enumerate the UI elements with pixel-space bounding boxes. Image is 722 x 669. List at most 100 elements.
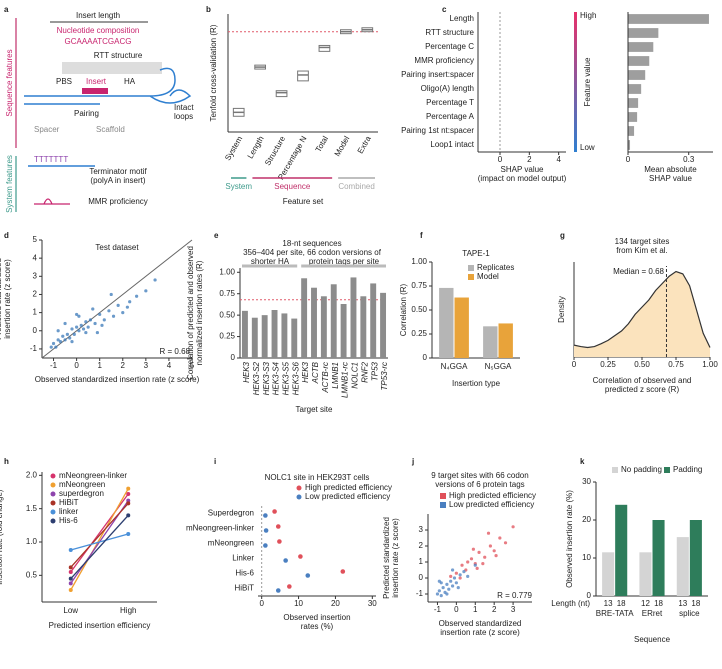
y-axis-label: Observed insertion rate (%) [565, 490, 574, 588]
point [68, 570, 73, 574]
point [452, 576, 457, 580]
x-tick-label: 4 [556, 155, 561, 164]
point [477, 550, 481, 555]
legend-swatch [296, 494, 302, 500]
bar [281, 313, 288, 358]
point [492, 549, 496, 553]
legend-label: No padding [621, 465, 662, 474]
panel-letter: f [420, 231, 423, 240]
insert-box [82, 88, 108, 94]
point [56, 338, 60, 342]
annotation: protein tags per site [309, 257, 380, 266]
point [51, 341, 56, 346]
x-tick-label: -1 [434, 605, 442, 614]
legend-label: Low predicted efficiency [305, 492, 390, 501]
legend-swatch [50, 482, 56, 488]
bar [628, 56, 650, 66]
x-axis-label: Observed insertion [283, 613, 350, 622]
bar [330, 284, 337, 358]
bar [628, 98, 639, 108]
x-tick-label: 0.3 [683, 155, 695, 164]
bar [261, 315, 268, 358]
annotation: Median = 0.68 [613, 267, 664, 276]
label: PBS [56, 77, 72, 86]
bar [628, 140, 631, 150]
y-tick-label: 0.25 [411, 329, 427, 338]
point [466, 574, 470, 579]
point [70, 340, 74, 344]
legend-label: Replicates [477, 263, 514, 272]
x-tick-label: 0 [74, 361, 79, 370]
legend-swatch [612, 467, 618, 473]
x-tick-label: ACTB-rc [321, 362, 330, 394]
point [126, 501, 131, 506]
x-tick-label: HEK3 [301, 361, 310, 382]
label: Spacer [34, 125, 60, 134]
x-tick-label: 0 [498, 155, 503, 164]
feature-label: Pairing insert:spacer [401, 70, 474, 79]
bar [628, 28, 659, 38]
point [449, 579, 453, 583]
y-tick-label: 0 [423, 353, 428, 362]
line [70, 502, 129, 568]
y-tick-label: 0 [33, 326, 38, 335]
label: (polyA in insert) [90, 176, 145, 185]
x-tick-label: -1 [50, 361, 58, 370]
bar [628, 42, 654, 52]
point [483, 555, 487, 559]
bar [291, 318, 298, 358]
y-tick-label: 1.0 [26, 537, 38, 546]
bar [628, 112, 638, 122]
x-axis-label: Insertion type [452, 379, 501, 388]
x-tick-label: HEK3-S3 [262, 361, 271, 395]
point [61, 334, 65, 338]
legend-label: High predicted efficiency [449, 491, 536, 500]
mmr-icon [34, 198, 70, 205]
point [287, 584, 292, 589]
bar [241, 310, 248, 358]
x-tick-label: 0.75 [668, 360, 684, 369]
x-tick-label: 20 [331, 599, 340, 608]
point [121, 311, 125, 315]
point [58, 340, 63, 344]
panel-letter: k [580, 457, 585, 466]
point [475, 566, 479, 571]
motif: TTTTTTT [34, 155, 68, 164]
chart-title: Test dataset [95, 243, 139, 252]
y-tick-label: 0.50 [411, 305, 427, 314]
point [437, 579, 441, 583]
point [102, 318, 106, 322]
point [68, 588, 73, 592]
feature-label: Percentage C [425, 42, 474, 51]
point [277, 539, 282, 544]
point [98, 312, 102, 317]
identity-line [41, 239, 193, 359]
x-axis-label: Correlation of observed and [593, 376, 692, 385]
legend-label: HiBiT [59, 498, 79, 507]
label: Insert [86, 77, 107, 86]
panel-letter: j [411, 457, 414, 466]
x-tick-label: 4 [167, 361, 172, 370]
x-tick-label: System [223, 134, 244, 162]
x-tick-label: LMNB1-rc [341, 362, 350, 398]
y-tick-label: 0.75 [411, 281, 427, 290]
x-tick-label: 3 [144, 361, 149, 370]
bar [370, 283, 377, 358]
point [441, 586, 445, 590]
point [54, 345, 58, 349]
x-tick-label: ERret [642, 609, 663, 618]
x-axis-label: (impact on model output) [478, 174, 567, 183]
bar [483, 326, 498, 358]
x-axis-label: Sequence [634, 635, 671, 644]
y-tick-label: 3 [419, 525, 424, 534]
point [72, 332, 76, 336]
y-tick-label: 0.75 [219, 289, 235, 298]
legend-swatch [50, 500, 56, 506]
panel-letter: d [4, 231, 9, 240]
point [272, 509, 277, 514]
point [100, 323, 104, 327]
point [88, 318, 93, 322]
bar-label-title: Length (nt) [551, 599, 590, 608]
point [437, 589, 441, 593]
